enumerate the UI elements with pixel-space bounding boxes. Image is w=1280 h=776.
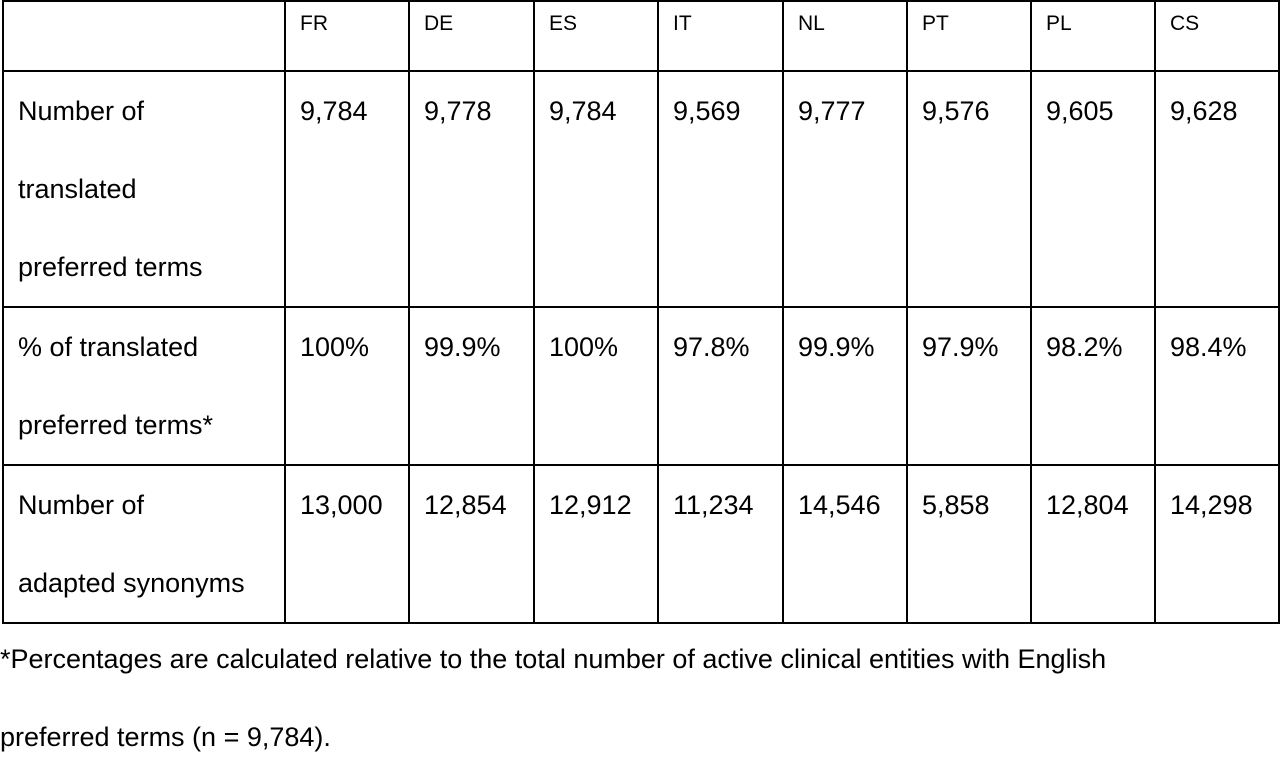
table-cell: 100% bbox=[284, 306, 410, 466]
table-header-row: FR DE ES IT NL PT PL CS bbox=[2, 0, 1280, 72]
table-cell: 14,546 bbox=[782, 464, 908, 624]
column-header-de: DE bbox=[408, 0, 535, 72]
cell-text: 9,784 bbox=[300, 96, 368, 126]
row-label-line: preferred terms bbox=[18, 252, 203, 282]
row-label-line: % of translated bbox=[18, 332, 199, 362]
table-cell: 99.9% bbox=[782, 306, 908, 466]
table-cell: 100% bbox=[533, 306, 659, 466]
cell-text: 97.8% bbox=[673, 332, 750, 362]
column-header-empty bbox=[2, 0, 286, 72]
table-cell: 9,576 bbox=[906, 70, 1032, 308]
cell-text: 98.2% bbox=[1046, 332, 1123, 362]
row-label-percent-translated: % of translated preferred terms* bbox=[2, 306, 286, 466]
row-label-adapted-synonyms: Number of adapted synonyms bbox=[2, 464, 286, 624]
table-cell: 9,784 bbox=[284, 70, 410, 308]
table-cell: 11,234 bbox=[657, 464, 784, 624]
cell-text: 5,858 bbox=[922, 490, 990, 520]
table-row: Number of adapted synonyms 13,000 12,854… bbox=[2, 464, 1280, 624]
row-label-translated-terms: Number of translated preferred terms bbox=[2, 70, 286, 308]
cell-text: 99.9% bbox=[424, 332, 501, 362]
table-cell: 9,784 bbox=[533, 70, 659, 308]
table-cell: 12,854 bbox=[408, 464, 535, 624]
row-label-line: translated bbox=[18, 174, 137, 204]
footnote-line: *Percentages are calculated relative to … bbox=[0, 644, 1107, 674]
table-cell: 12,912 bbox=[533, 464, 659, 624]
table-cell: 14,298 bbox=[1154, 464, 1280, 624]
cell-text: 9,605 bbox=[1046, 96, 1114, 126]
table-cell: 97.9% bbox=[906, 306, 1032, 466]
cell-text: 13,000 bbox=[300, 490, 383, 520]
cell-text: 9,628 bbox=[1170, 96, 1238, 126]
cell-text: 9,569 bbox=[673, 96, 741, 126]
table-cell: 97.8% bbox=[657, 306, 784, 466]
table-row: Number of translated preferred terms 9,7… bbox=[2, 70, 1280, 308]
table-cell: 9,777 bbox=[782, 70, 908, 308]
table-cell: 12,804 bbox=[1030, 464, 1156, 624]
column-header-es: ES bbox=[533, 0, 659, 72]
column-header-nl: NL bbox=[782, 0, 908, 72]
table-cell: 98.4% bbox=[1154, 306, 1280, 466]
table-row: % of translated preferred terms* 100% 99… bbox=[2, 306, 1280, 466]
cell-text: 9,576 bbox=[922, 96, 990, 126]
table-footnote: *Percentages are calculated relative to … bbox=[0, 620, 1280, 776]
cell-text: 9,784 bbox=[549, 96, 617, 126]
table-cell: 9,778 bbox=[408, 70, 535, 308]
column-header-pt: PT bbox=[906, 0, 1032, 72]
table-cell: 99.9% bbox=[408, 306, 535, 466]
table-cell: 9,628 bbox=[1154, 70, 1280, 308]
cell-text: 12,804 bbox=[1046, 490, 1129, 520]
cell-text: 9,778 bbox=[424, 96, 492, 126]
cell-text: 97.9% bbox=[922, 332, 999, 362]
table-cell: 98.2% bbox=[1030, 306, 1156, 466]
cell-text: 12,912 bbox=[549, 490, 632, 520]
row-label-line: adapted synonyms bbox=[18, 568, 245, 598]
table-cell: 13,000 bbox=[284, 464, 410, 624]
table-cell: 9,605 bbox=[1030, 70, 1156, 308]
column-header-fr: FR bbox=[284, 0, 410, 72]
row-label-line: Number of bbox=[18, 96, 145, 126]
table-cell: 5,858 bbox=[906, 464, 1032, 624]
row-label-line: Number of bbox=[18, 490, 145, 520]
cell-text: 12,854 bbox=[424, 490, 507, 520]
row-label-line: preferred terms* bbox=[18, 410, 214, 440]
cell-text: 100% bbox=[300, 332, 370, 362]
column-header-cs: CS bbox=[1154, 0, 1280, 72]
footnote-line: preferred terms (n = 9,784). bbox=[0, 722, 331, 752]
cell-text: 99.9% bbox=[798, 332, 875, 362]
column-header-pl: PL bbox=[1030, 0, 1156, 72]
cell-text: 11,234 bbox=[673, 490, 754, 520]
cell-text: 9,777 bbox=[798, 96, 866, 126]
cell-text: 14,546 bbox=[798, 490, 881, 520]
column-header-it: IT bbox=[657, 0, 784, 72]
table-cell: 9,569 bbox=[657, 70, 784, 308]
translation-stats-table: FR DE ES IT NL PT PL CS Number of transl… bbox=[2, 0, 1280, 624]
cell-text: 14,298 bbox=[1170, 490, 1253, 520]
cell-text: 100% bbox=[549, 332, 619, 362]
cell-text: 98.4% bbox=[1170, 332, 1247, 362]
